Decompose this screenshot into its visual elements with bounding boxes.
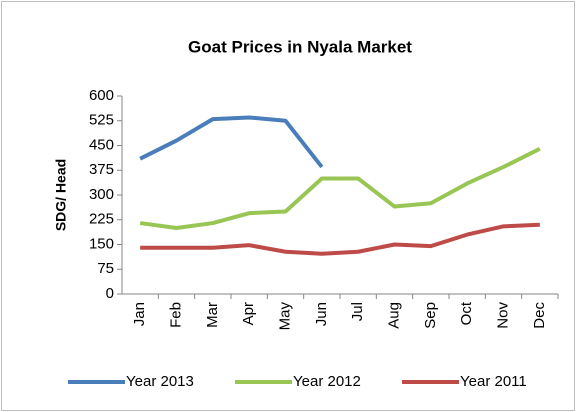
y-tick-label: 225 (89, 211, 114, 228)
x-tick-label: Mar (204, 302, 221, 328)
y-axis-label: SDG/ Head (53, 159, 69, 231)
x-tick-label: May (276, 302, 293, 331)
y-tick-label: 600 (89, 87, 114, 104)
x-tick-label: Feb (167, 302, 184, 328)
x-tick-label: Aug (385, 302, 402, 329)
y-tick-label: 300 (89, 186, 114, 203)
legend-label: Year 2013 (126, 373, 194, 390)
x-tick-label: Jun (313, 302, 330, 326)
y-tick-label: 150 (89, 235, 114, 252)
x-tick-label: Oct (458, 301, 475, 325)
x-tick-label: Dec (531, 302, 548, 329)
x-tick-label: Nov (494, 302, 511, 329)
y-tick-label: 450 (89, 136, 114, 153)
x-tick-label: Apr (240, 302, 257, 325)
x-tick-label: Sep (422, 302, 439, 329)
legend-label: Year 2012 (293, 373, 361, 390)
series-line (140, 222, 540, 256)
y-tick-label: 525 (89, 112, 114, 129)
x-tick-label: Jan (131, 302, 148, 326)
series-line (139, 147, 541, 230)
chart-title: Goat Prices in Nyala Market (188, 37, 412, 56)
y-tick-label: 75 (97, 260, 114, 277)
x-tick-label: Jul (349, 302, 366, 321)
series-line (139, 115, 324, 169)
y-tick-label: 0 (106, 285, 114, 302)
y-tick-label: 375 (89, 161, 114, 178)
legend-label: Year 2011 (460, 373, 527, 390)
